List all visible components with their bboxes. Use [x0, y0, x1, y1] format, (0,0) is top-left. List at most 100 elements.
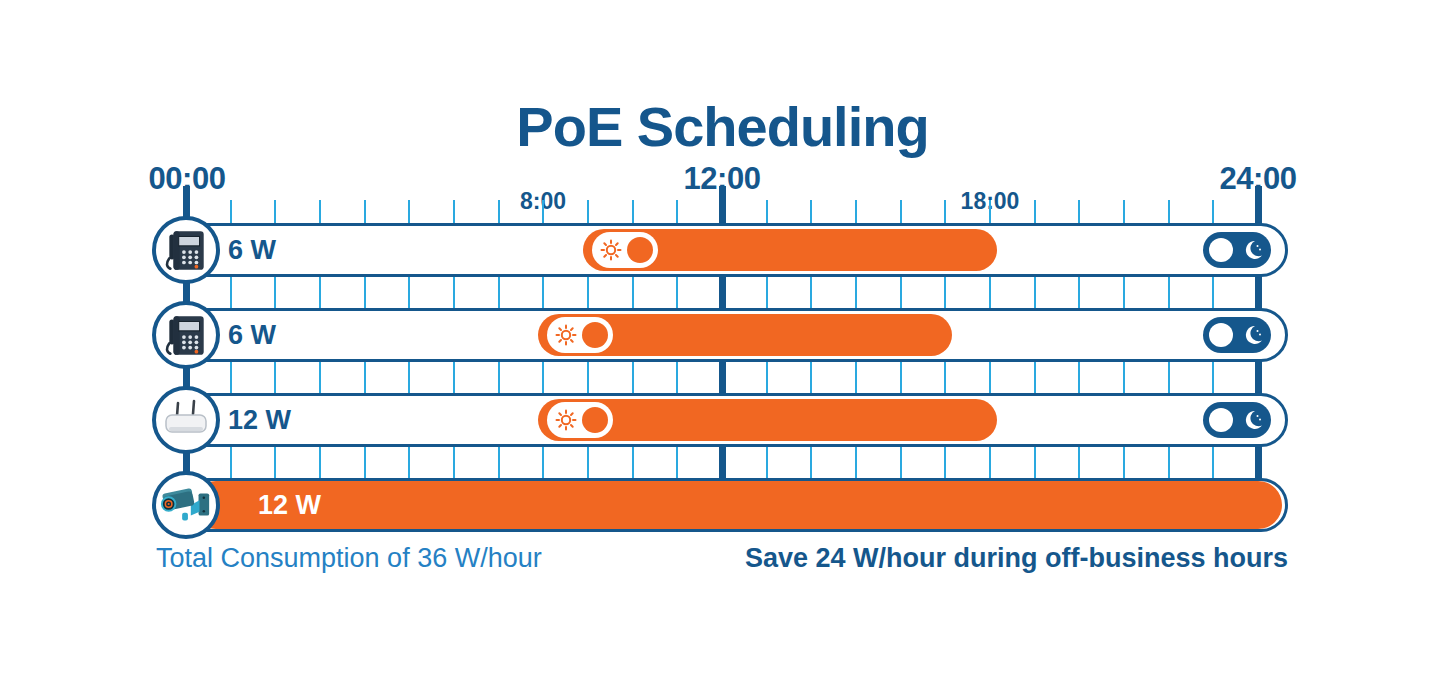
hour-tick [230, 200, 232, 223]
hour-gridline [319, 275, 321, 311]
hour-gridline [498, 445, 500, 481]
hour-gridline [319, 445, 321, 481]
hour-gridline [989, 275, 991, 311]
hour-gridline [1078, 445, 1080, 481]
hour-gridline [364, 360, 366, 396]
hour-gridline [498, 360, 500, 396]
power-label: 6 W [228, 308, 276, 362]
hour-gridline [1034, 360, 1036, 396]
hour-gridline [766, 360, 768, 396]
sun-icon [554, 323, 578, 347]
hour-gridline [230, 445, 232, 481]
major-gridline [719, 360, 726, 396]
hour-tick [408, 200, 410, 223]
hour-gridline [676, 360, 678, 396]
hour-gridline [274, 445, 276, 481]
major-gridline [719, 275, 726, 311]
hour-gridline [989, 360, 991, 396]
hour-gridline [944, 445, 946, 481]
hour-gridline [364, 275, 366, 311]
hour-gridline [319, 360, 321, 396]
power-label: 12 W [258, 481, 321, 529]
major-hour-tick [719, 186, 726, 224]
hour-gridline [542, 445, 544, 481]
hour-tick [364, 200, 366, 223]
toggle-knob [627, 237, 653, 263]
hour-gridline [1123, 445, 1125, 481]
hour-gridline [453, 275, 455, 311]
hour-gridline [230, 275, 232, 311]
hour-gridline [1168, 275, 1170, 311]
power-label: 6 W [228, 223, 276, 277]
day-toggle[interactable] [592, 232, 658, 268]
schedule-bar [538, 399, 997, 441]
hour-tick [1168, 200, 1170, 223]
hour-gridline [587, 360, 589, 396]
hour-gridline [1212, 275, 1214, 311]
device-icon-circle [152, 216, 220, 284]
hour-gridline [1123, 275, 1125, 311]
hour-gridline [676, 275, 678, 311]
hour-gridline [766, 275, 768, 311]
hour-tick [944, 200, 946, 223]
hour-tick [810, 200, 812, 223]
schedule-bar [538, 314, 952, 356]
hour-gridline [274, 275, 276, 311]
hour-gridline [944, 360, 946, 396]
hour-gridline [453, 445, 455, 481]
hour-tick [1078, 200, 1080, 223]
power-label: 12 W [228, 393, 291, 447]
moon-icon [1242, 323, 1264, 347]
footer-total-note: Total Consumption of 36 W/hour [156, 543, 542, 574]
hour-gridline [810, 275, 812, 311]
toggle-knob [1209, 408, 1233, 432]
hour-gridline [855, 275, 857, 311]
major-gridline [1255, 445, 1262, 481]
hour-tick [989, 200, 991, 223]
hour-gridline [1212, 360, 1214, 396]
sun-icon [599, 238, 623, 262]
hour-gridline [989, 445, 991, 481]
hour-tick [587, 200, 589, 223]
hour-gridline [1078, 360, 1080, 396]
hour-tick [498, 200, 500, 223]
access-point-icon [160, 398, 212, 442]
hour-gridline [676, 445, 678, 481]
hour-gridline [944, 275, 946, 311]
hour-gridline [587, 445, 589, 481]
hour-gridline [632, 275, 634, 311]
hour-gridline [855, 360, 857, 396]
device-track-2 [155, 308, 1288, 362]
sun-icon [554, 408, 578, 432]
hour-gridline [542, 360, 544, 396]
schedule-bar [192, 481, 1282, 529]
hour-tick [766, 200, 768, 223]
hour-gridline [900, 360, 902, 396]
major-gridline [1255, 275, 1262, 311]
schedule-bar [583, 229, 997, 271]
hour-tick [855, 200, 857, 223]
hour-gridline [498, 275, 500, 311]
device-track-3 [155, 393, 1288, 447]
toggle-knob [582, 322, 608, 348]
hour-gridline [364, 445, 366, 481]
footer-savings-note: Save 24 W/hour during off-business hours [745, 543, 1288, 574]
night-toggle[interactable] [1203, 317, 1271, 353]
hour-gridline [810, 445, 812, 481]
hour-gridline [1168, 360, 1170, 396]
night-toggle[interactable] [1203, 232, 1271, 268]
device-icon-circle [152, 471, 220, 539]
hour-tick [900, 200, 902, 223]
hour-gridline [632, 360, 634, 396]
desk-phone-icon [161, 225, 211, 275]
major-gridline [719, 445, 726, 481]
day-toggle[interactable] [547, 402, 613, 438]
device-icon-circle [152, 386, 220, 454]
night-toggle[interactable] [1203, 402, 1271, 438]
hour-gridline [408, 275, 410, 311]
hour-gridline [766, 445, 768, 481]
device-icon-circle [152, 301, 220, 369]
day-toggle[interactable] [547, 317, 613, 353]
major-gridline [1255, 360, 1262, 396]
desk-phone-icon [161, 310, 211, 360]
